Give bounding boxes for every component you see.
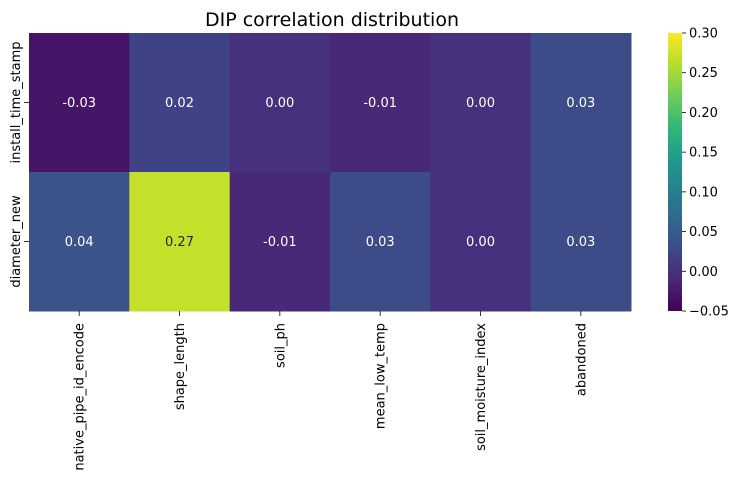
cell-value-label: 0.04 [65, 235, 94, 250]
chart-title: DIP correlation distribution [205, 9, 459, 31]
heatmap-cell [29, 172, 130, 312]
cell-value-label: -0.01 [363, 96, 397, 111]
cell-value-label: 0.00 [265, 96, 294, 111]
colorbar-tick-label: 0.25 [689, 66, 718, 81]
heatmap-cell [330, 33, 431, 173]
heatmap-cell [430, 172, 532, 312]
cell-value-label: 0.03 [566, 235, 595, 250]
column-label: shape_length [173, 323, 188, 410]
heatmap-cells: -0.03 0.02 0.00 -0.01 0.00 0.03 0.04 0.27 -0.01 0… [29, 33, 632, 312]
heatmap-cell [29, 33, 130, 173]
row-label: diameter_new [9, 195, 24, 288]
column-label: mean_low_temp [374, 323, 389, 429]
heatmap-cell [530, 172, 632, 312]
heatmap-cell [229, 33, 331, 173]
heatmap-cell [530, 33, 632, 173]
heatmap-cell [129, 172, 231, 312]
colorbar: −0.05 0.00 0.05 0.10 0.15 0.20 0.25 0.30 [668, 27, 729, 320]
cell-value-label: -0.03 [62, 96, 96, 111]
heatmap-cell [330, 172, 431, 312]
colorbar-tick-label: 0.30 [689, 27, 718, 42]
heatmap-cell [229, 172, 331, 312]
column-label: native_pipe_id_encode [73, 323, 88, 471]
column-label: soil_ph [273, 323, 288, 368]
heatmap-cell [430, 33, 532, 173]
row-label: install_time_stamp [9, 41, 24, 163]
colorbar-tick-label: 0.05 [689, 225, 718, 240]
cell-value-label: 0.03 [566, 96, 595, 111]
column-labels: native_pipe_id_encode shape_length soil_ph… [73, 311, 589, 471]
column-label: soil_moisture_index [474, 323, 489, 451]
colorbar-tick-label: 0.00 [689, 265, 718, 280]
cell-value-label: 0.03 [366, 235, 395, 250]
heatmap-cell [129, 33, 231, 173]
cell-value-label: 0.00 [466, 235, 495, 250]
colorbar-gradient [668, 33, 682, 311]
colorbar-tick-label: 0.15 [689, 146, 718, 161]
colorbar-tick-label: −0.05 [689, 305, 729, 320]
cell-value-label: 0.27 [165, 235, 194, 250]
cell-value-label: 0.00 [466, 96, 495, 111]
colorbar-tick-label: 0.10 [689, 185, 718, 200]
row-labels: install_time_stamp diameter_new [9, 41, 29, 288]
column-label: abandoned [574, 323, 589, 396]
cell-value-label: 0.02 [165, 96, 194, 111]
colorbar-tick-label: 0.20 [689, 106, 718, 121]
cell-value-label: -0.01 [263, 235, 297, 250]
